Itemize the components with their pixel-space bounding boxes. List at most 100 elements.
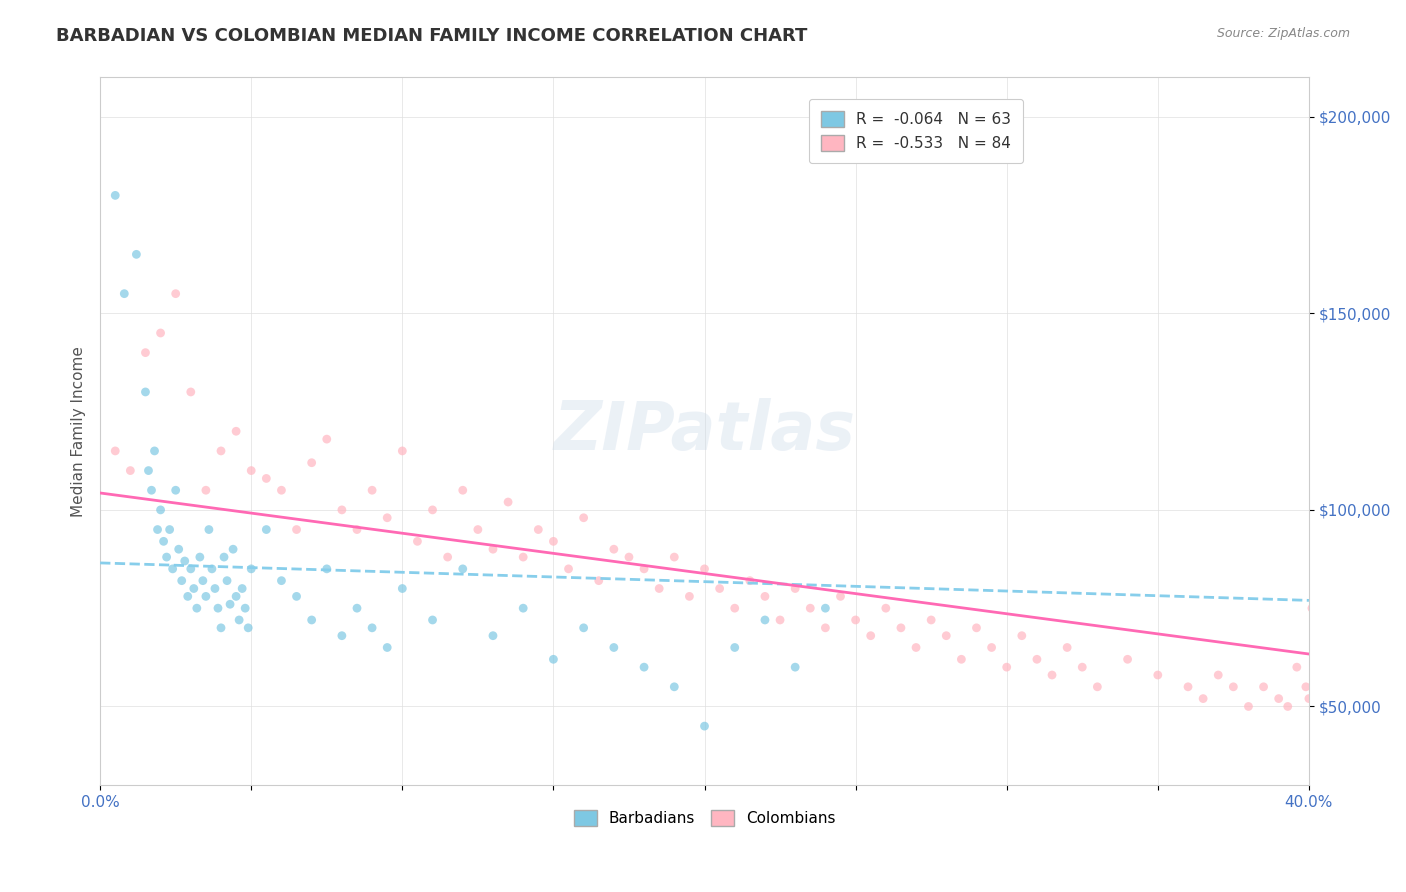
Point — [950, 652, 973, 666]
Point — [406, 534, 429, 549]
Point — [633, 562, 655, 576]
Point — [162, 562, 184, 576]
Point — [527, 523, 550, 537]
Point — [617, 550, 640, 565]
Point — [209, 621, 232, 635]
Point — [467, 523, 489, 537]
Point — [173, 554, 195, 568]
Point — [451, 483, 474, 498]
Point — [422, 503, 444, 517]
Point — [572, 510, 595, 524]
Point — [1177, 680, 1199, 694]
Point — [240, 464, 263, 478]
Point — [1146, 668, 1168, 682]
Point — [204, 582, 226, 596]
Point — [785, 660, 807, 674]
Text: BARBADIAN VS COLOMBIAN MEDIAN FAMILY INCOME CORRELATION CHART: BARBADIAN VS COLOMBIAN MEDIAN FAMILY INC… — [56, 27, 807, 45]
Point — [207, 601, 229, 615]
Point — [572, 621, 595, 635]
Text: Source: ZipAtlas.com: Source: ZipAtlas.com — [1216, 27, 1350, 40]
Point — [1040, 668, 1063, 682]
Point — [225, 590, 247, 604]
Point — [165, 286, 187, 301]
Point — [315, 432, 337, 446]
Point — [754, 613, 776, 627]
Point — [186, 601, 208, 615]
Point — [482, 542, 505, 557]
Point — [1267, 691, 1289, 706]
Point — [391, 582, 413, 596]
Point — [285, 523, 308, 537]
Point — [391, 444, 413, 458]
Point — [859, 629, 882, 643]
Point — [436, 550, 458, 565]
Point — [156, 550, 179, 565]
Point — [188, 550, 211, 565]
Point — [980, 640, 1002, 655]
Point — [1301, 601, 1323, 615]
Point — [664, 680, 686, 694]
Point — [180, 384, 202, 399]
Point — [1071, 660, 1094, 674]
Point — [785, 582, 807, 596]
Point — [1206, 668, 1229, 682]
Point — [346, 601, 368, 615]
Point — [104, 444, 127, 458]
Point — [799, 601, 821, 615]
Point — [966, 621, 988, 635]
Point — [191, 574, 214, 588]
Point — [149, 326, 172, 340]
Point — [146, 523, 169, 537]
Point — [1298, 691, 1320, 706]
Point — [375, 510, 398, 524]
Point — [633, 660, 655, 674]
Point — [875, 601, 897, 615]
Point — [1085, 680, 1108, 694]
Point — [219, 597, 242, 611]
Point — [112, 286, 135, 301]
Point — [231, 582, 253, 596]
Point — [1303, 668, 1326, 682]
Point — [935, 629, 957, 643]
Point — [543, 534, 565, 549]
Point — [143, 444, 166, 458]
Point — [1237, 699, 1260, 714]
Legend: Barbadians, Colombians: Barbadians, Colombians — [567, 803, 842, 834]
Point — [1192, 691, 1215, 706]
Point — [724, 601, 747, 615]
Point — [141, 483, 163, 498]
Point — [1277, 699, 1299, 714]
Point — [233, 601, 256, 615]
Point — [177, 590, 200, 604]
Point — [482, 629, 505, 643]
Point — [254, 523, 277, 537]
Point — [165, 483, 187, 498]
Point — [1253, 680, 1275, 694]
Point — [346, 523, 368, 537]
Point — [905, 640, 928, 655]
Point — [830, 590, 852, 604]
Point — [543, 652, 565, 666]
Point — [1295, 680, 1317, 694]
Point — [194, 590, 217, 604]
Point — [149, 503, 172, 517]
Point — [422, 613, 444, 627]
Point — [512, 550, 534, 565]
Point — [270, 483, 292, 498]
Point — [693, 562, 716, 576]
Point — [125, 247, 148, 261]
Point — [1306, 652, 1329, 666]
Point — [1310, 680, 1333, 694]
Point — [603, 542, 626, 557]
Point — [1313, 699, 1336, 714]
Point — [225, 424, 247, 438]
Point — [678, 590, 700, 604]
Point — [512, 601, 534, 615]
Point — [228, 613, 250, 627]
Point — [845, 613, 868, 627]
Point — [170, 574, 193, 588]
Point — [1285, 660, 1308, 674]
Point — [361, 621, 384, 635]
Point — [693, 719, 716, 733]
Point — [995, 660, 1018, 674]
